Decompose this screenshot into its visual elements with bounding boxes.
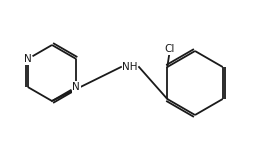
- Text: Cl: Cl: [164, 44, 174, 54]
- Text: NH: NH: [122, 62, 138, 72]
- Text: N: N: [24, 54, 32, 64]
- Text: N: N: [72, 82, 80, 92]
